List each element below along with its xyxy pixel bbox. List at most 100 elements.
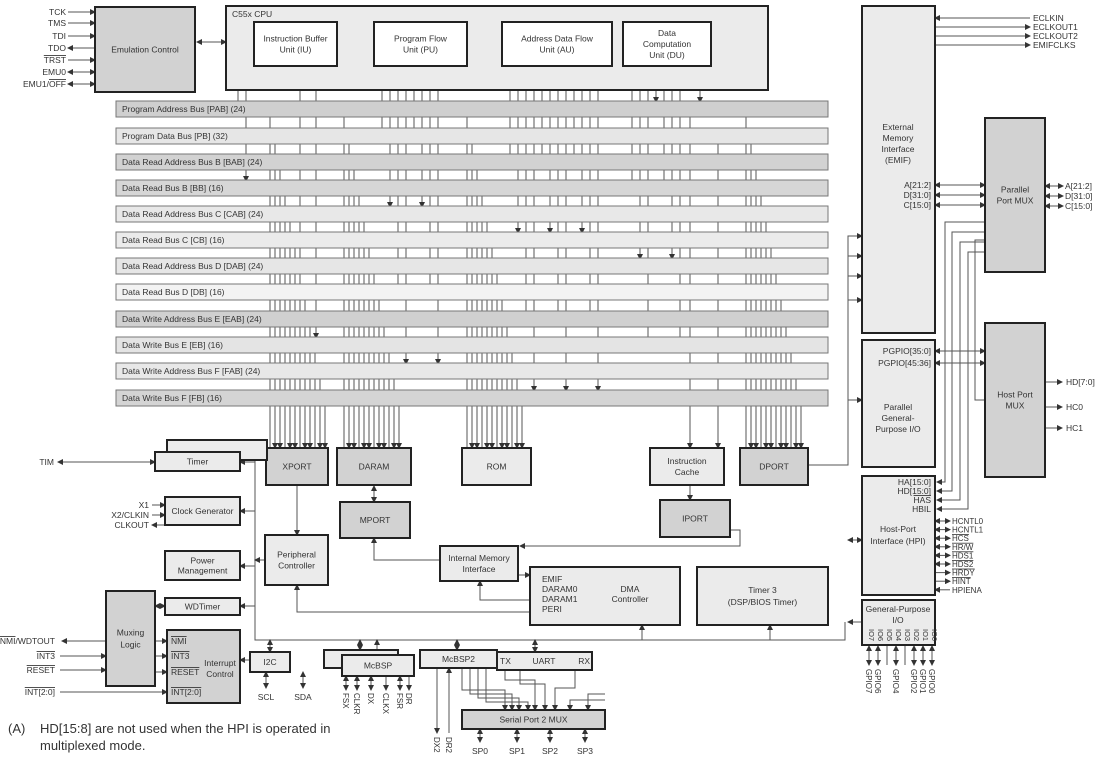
mport-block-label: MPORT [360, 515, 391, 525]
hpi-pin-label: HPIENA [952, 586, 982, 595]
cpu-unit-3-label: Unit (DU) [649, 50, 685, 60]
bus-label: Data Write Bus E [EB] (16) [122, 340, 223, 350]
uart-rx-label: RX [578, 656, 590, 666]
bus-bar [115, 362, 829, 380]
mcbsp-pin-label: FSX [341, 693, 350, 709]
uart-sp2mux-wire [552, 670, 576, 711]
emulation-pin-label: TCK [49, 7, 66, 17]
hpmux-hpi-wire [936, 231, 985, 494]
mcbsp2-pin-label: DX2 [432, 737, 441, 753]
rom-block [461, 447, 532, 486]
sp-pin-label: SP1 [509, 746, 525, 756]
gpio-block [861, 599, 936, 646]
cpu-unit-2-label: Address Data Flow [521, 34, 594, 44]
mcbsp2-sp2mux-wire [469, 668, 515, 711]
gpio-io-label: IO4 [894, 629, 903, 641]
pgpio-port-label: PGPIO[45:36] [878, 358, 931, 368]
xport-block [265, 447, 329, 486]
iport-block [659, 499, 731, 538]
bus-label: Data Read Address Bus C [CAB] (24) [122, 209, 263, 219]
sp2mux-wire [585, 693, 605, 711]
gpio-pin-label: GPIO7 [864, 669, 873, 694]
uart-label: UART [533, 656, 556, 666]
footnote-text: HD[15:8] are not used when the HPI is op… [40, 721, 331, 736]
timer3-block [696, 566, 829, 626]
mcbsp2-sp2mux-wire [477, 668, 522, 711]
host-port-mux-block-label: Host Port [997, 390, 1033, 400]
pgpio-port-label: PGPIO[35:0] [883, 346, 931, 356]
bus-label: Program Data Bus [PB] (32) [122, 131, 228, 141]
iport-block-label: IPORT [682, 514, 708, 524]
interrupt-label: Control [206, 669, 234, 679]
peripheral-bus [254, 440, 846, 641]
mcbsp2-sp2mux-wire [485, 668, 531, 711]
bus-label: Data Read Address Bus D [DAB] (24) [122, 261, 263, 271]
bus-bar [115, 231, 829, 249]
bus-label: Data Read Bus D [DB] (16) [122, 287, 225, 297]
dma-label: Controller [612, 594, 649, 604]
timer-block-label: Timer [187, 457, 209, 467]
bus-label: Data Read Bus B [BB] (16) [122, 183, 224, 193]
interrupt-pin-label: INT3 [37, 651, 56, 661]
cpu-unit-0-label: Instruction Buffer [263, 34, 327, 44]
bus-bar [115, 205, 829, 223]
tim-pin-label: TIM [39, 457, 54, 467]
pgpio-label: General- [881, 413, 914, 423]
uart-block [496, 651, 593, 671]
sp2mux-block [461, 709, 606, 730]
hpi-pin-label: HDS2 [952, 560, 974, 569]
bus-bar [115, 257, 829, 275]
emif-port-label: A[21:2] [904, 180, 931, 190]
gpio-pin-label: GPIO4 [891, 669, 900, 694]
dma-port-label: DARAM0 [542, 584, 578, 594]
gpio-io-label: IO3 [903, 629, 912, 641]
mcbsp-pin-label: CLKX [381, 693, 390, 715]
pgpio-label: Purpose I/O [875, 424, 921, 434]
pgpio-label: Parallel [884, 402, 912, 412]
timer3-block-label: (DSP/BIOS Timer) [728, 597, 798, 607]
blocks [94, 5, 1046, 730]
periph-dma-link [294, 584, 530, 613]
hpi-pin-label: HINT [952, 577, 971, 586]
mcbsp-pin-label: FSR [395, 693, 404, 709]
cpu-unit-0 [253, 21, 338, 67]
cpu-unit-3-label: Computation [643, 39, 691, 49]
emif-clock-pin: ECLKOUT2 [1033, 31, 1078, 41]
mcbsp-block [341, 654, 415, 677]
power-management-block-label: Power [190, 556, 214, 566]
host-port-mux-block-label: MUX [1006, 401, 1025, 411]
bus-bar [115, 179, 829, 197]
gpio-label: General-Purpose [866, 604, 931, 614]
emulation-pin-label: TDI [52, 31, 66, 41]
gpio-pin-label: GPIO2 [909, 669, 918, 694]
muxing-logic-block [105, 590, 156, 687]
mcbsp2-pin-label: DR2 [444, 737, 453, 754]
hpi-port-label: HA[15:0] [898, 477, 931, 487]
interrupt-port-label: NMI [171, 636, 187, 646]
bus-bar [115, 127, 829, 145]
imi-block-label: Internal Memory [448, 553, 510, 563]
rom-block-label: ROM [487, 462, 507, 472]
cpu-unit-1-label: Unit (PU) [403, 45, 438, 55]
gpio-io-label: IO5 [885, 629, 894, 641]
hpi-pin-label: HCS [952, 534, 969, 543]
bus-bar [115, 153, 829, 171]
mcbsp-pin-label: DX [366, 693, 375, 705]
ppmux-output-label: C[15:0] [1065, 201, 1092, 211]
interrupt-label: Interrupt [204, 658, 236, 668]
interrupt-port-label: INT[2:0] [171, 687, 201, 697]
emulation-pin-label: EMU1/OFF [23, 79, 66, 89]
emif-clock-pin: EMIFCLKS [1033, 40, 1076, 50]
gpio-pin-label: GPIO0 [927, 669, 936, 694]
mcbsp2-sp2mux-wire [461, 668, 508, 711]
uart-sp2mux-wire [519, 670, 548, 711]
cpu-unit-0-label: Unit (IU) [280, 45, 312, 55]
peripheral-controller-block-label: Controller [278, 561, 315, 571]
dma-port-label: DARAM1 [542, 594, 578, 604]
daram-block-label: DARAM [359, 462, 390, 472]
pin-label-part: EMU1/ [23, 79, 50, 89]
gpio-io-label: IO2 [912, 629, 921, 641]
mcbsp-block-label: McBSP [364, 661, 393, 671]
pin-label-part: /WDTOUT [15, 636, 55, 646]
